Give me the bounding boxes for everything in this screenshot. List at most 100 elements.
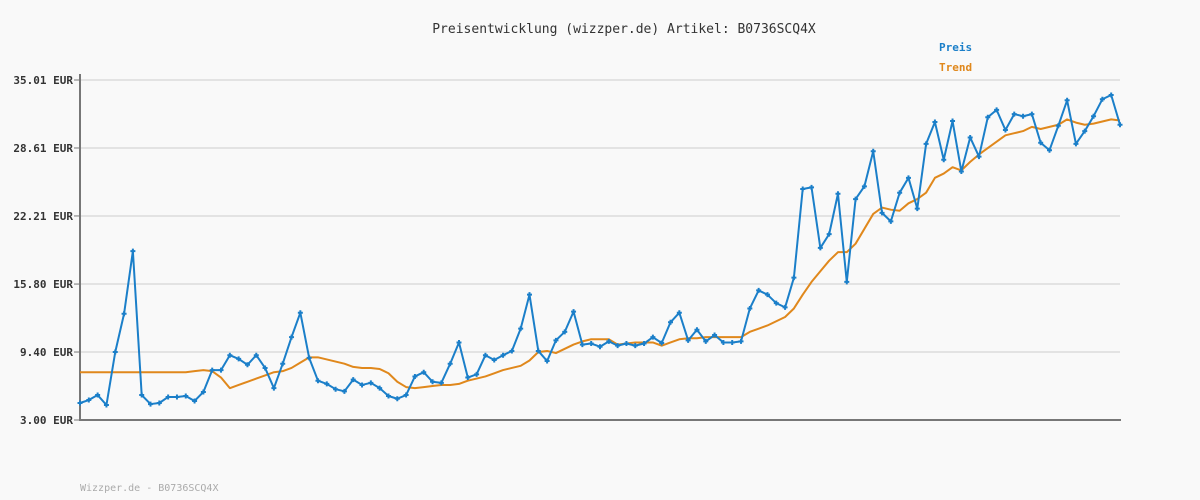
y-axis-ticks: 35.01 EUR 28.61 EUR 22.21 EUR 15.80 EUR 9.40… bbox=[13, 74, 80, 427]
preis-point bbox=[923, 141, 929, 147]
preis-point bbox=[764, 292, 770, 298]
preis-point bbox=[1064, 97, 1070, 103]
preis-point bbox=[1073, 141, 1079, 147]
preis-point bbox=[165, 394, 171, 400]
preis-point bbox=[562, 329, 568, 335]
preis-point bbox=[368, 380, 374, 386]
preis-point bbox=[729, 339, 735, 345]
preis-point bbox=[588, 341, 594, 347]
preis-point bbox=[853, 196, 859, 202]
preis-point bbox=[192, 398, 198, 404]
y-tick-label: 3.00 EUR bbox=[20, 414, 73, 427]
preis-point bbox=[289, 334, 295, 340]
preis-point bbox=[1002, 127, 1008, 133]
preis-point bbox=[130, 248, 136, 254]
preis-point bbox=[535, 348, 541, 354]
preis-point bbox=[703, 338, 709, 344]
preis-point bbox=[509, 348, 515, 354]
preis-point bbox=[482, 352, 488, 358]
preis-point bbox=[985, 114, 991, 120]
preis-point bbox=[747, 305, 753, 311]
preis-point bbox=[967, 134, 973, 140]
preis-point bbox=[297, 310, 303, 316]
preis-point bbox=[341, 388, 347, 394]
footer-watermark: Wizzper.de - B0736SCQ4X bbox=[80, 483, 218, 494]
preis-point bbox=[870, 148, 876, 154]
preis-point bbox=[897, 190, 903, 196]
preis-point bbox=[86, 397, 92, 403]
preis-point bbox=[615, 343, 621, 349]
preis-point bbox=[77, 400, 83, 406]
preis-point bbox=[1020, 113, 1026, 119]
preis-point bbox=[209, 367, 215, 373]
preis-point bbox=[817, 245, 823, 251]
preis-point bbox=[809, 184, 815, 190]
preis-point bbox=[156, 400, 162, 406]
preis-point bbox=[650, 334, 656, 340]
preis-point bbox=[403, 392, 409, 398]
preis-point bbox=[447, 361, 453, 367]
preis-point bbox=[932, 119, 938, 125]
preis-point bbox=[430, 379, 436, 385]
preis-point bbox=[500, 352, 506, 358]
preis-point bbox=[579, 342, 585, 348]
y-tick-label: 35.01 EUR bbox=[13, 74, 73, 87]
preis-point bbox=[474, 371, 480, 377]
preis-point bbox=[456, 339, 462, 345]
preis-point bbox=[491, 357, 497, 363]
preis-point bbox=[324, 381, 330, 387]
preis-point bbox=[262, 365, 268, 371]
preis-point bbox=[1038, 140, 1044, 146]
preis-point bbox=[306, 355, 312, 361]
preis-point bbox=[236, 356, 242, 362]
preis-point bbox=[791, 275, 797, 281]
preis-point bbox=[826, 231, 832, 237]
preis-point bbox=[1055, 123, 1061, 129]
preis-point bbox=[333, 386, 339, 392]
preis-point bbox=[958, 168, 964, 174]
preis-line bbox=[79, 93, 1121, 407]
preis-point bbox=[888, 218, 894, 224]
preis-point bbox=[676, 310, 682, 316]
preis-point bbox=[359, 382, 365, 388]
preis-point bbox=[280, 361, 286, 367]
preis-point bbox=[668, 319, 674, 325]
preis-point bbox=[623, 341, 629, 347]
preis-point bbox=[641, 341, 647, 347]
preis-point bbox=[553, 337, 559, 343]
preis-point bbox=[694, 327, 700, 333]
legend-trend: Trend bbox=[939, 61, 972, 74]
preis-point bbox=[1091, 113, 1097, 119]
preis-point bbox=[394, 396, 400, 402]
series-group bbox=[77, 92, 1123, 408]
preis-point bbox=[782, 304, 788, 310]
preis-point bbox=[950, 118, 956, 124]
preis-point bbox=[174, 394, 180, 400]
preis-point bbox=[438, 380, 444, 386]
preis-point bbox=[465, 375, 471, 381]
preis-point bbox=[773, 300, 779, 306]
preis-point bbox=[712, 332, 718, 338]
preis-point bbox=[905, 175, 911, 181]
preis-point bbox=[315, 378, 321, 384]
preis-point bbox=[227, 352, 233, 358]
gridlines bbox=[80, 79, 1120, 354]
preis-point bbox=[148, 401, 154, 407]
legend-preis: Preis bbox=[939, 41, 972, 54]
preis-point bbox=[1117, 122, 1123, 128]
preis-point bbox=[183, 393, 189, 399]
preis-point bbox=[95, 392, 101, 398]
preis-point bbox=[659, 340, 665, 346]
preis-point bbox=[1099, 96, 1105, 102]
preis-point bbox=[377, 385, 383, 391]
preis-point bbox=[1011, 111, 1017, 117]
y-tick-label: 9.40 EUR bbox=[20, 346, 73, 359]
preis-point bbox=[756, 287, 762, 293]
preis-point bbox=[597, 344, 603, 350]
preis-point bbox=[350, 377, 356, 383]
preis-point bbox=[421, 369, 427, 375]
preis-point bbox=[941, 157, 947, 163]
preis-point bbox=[103, 402, 109, 408]
